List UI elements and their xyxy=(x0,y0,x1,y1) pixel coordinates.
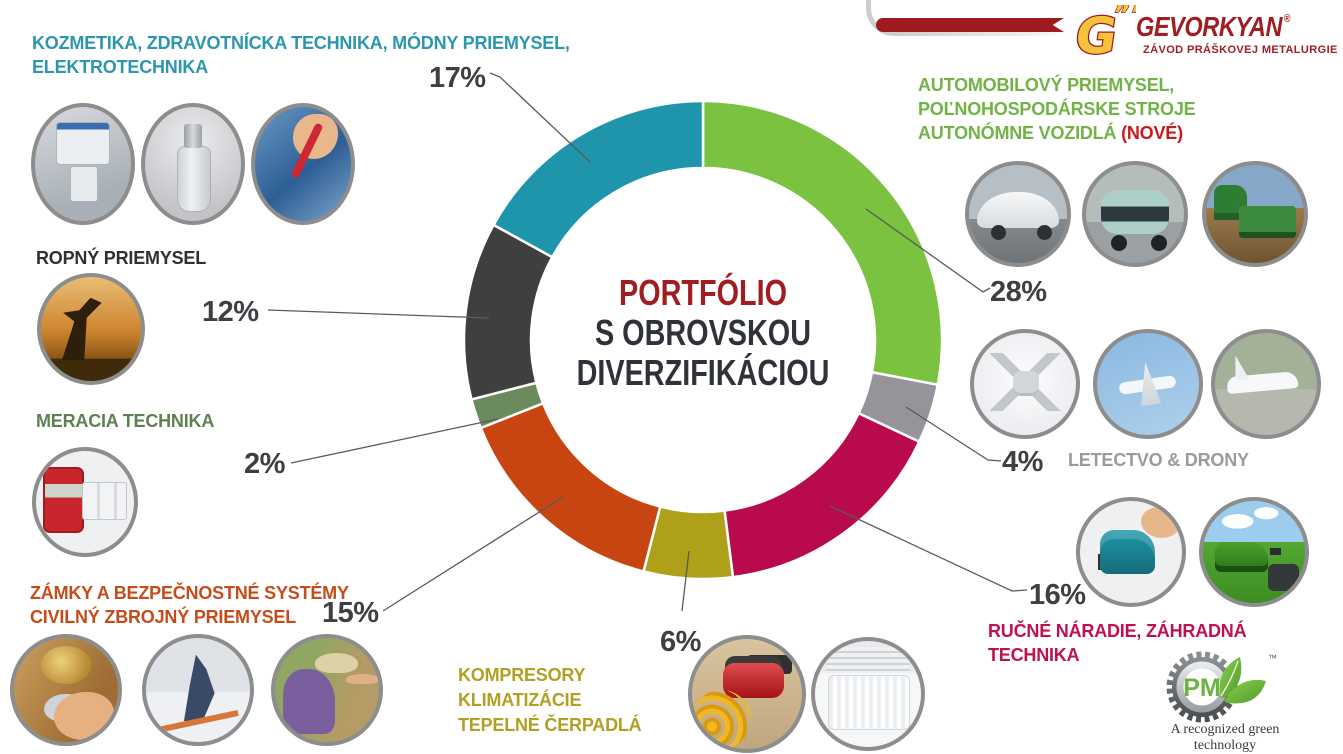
center-title-line3: DIVERZIFIKÁCIOU xyxy=(576,352,830,393)
category-label-compressors: KOMPRESORY KLIMATIZÁCIE TEPELNÉ ČERPADLÁ xyxy=(458,665,642,735)
brand-swoosh-bar xyxy=(876,18,1064,32)
photo-drone xyxy=(970,329,1080,439)
pm-green-technology-logo: PM ™ xyxy=(1166,651,1277,723)
center-title-line1: PORTFÓLIO xyxy=(619,272,787,313)
leader-17 xyxy=(489,72,591,163)
photo-biathlon-shooter xyxy=(142,634,254,746)
leader-15 xyxy=(382,496,564,612)
photo-electronics-wiring xyxy=(251,103,355,225)
registered-mark-icon: ® xyxy=(1283,13,1291,25)
leader-12 xyxy=(267,309,490,319)
pct-label-automotive: 28% xyxy=(990,276,1047,308)
category-label-oil: ROPNÝ PRIEMYSEL xyxy=(36,248,207,268)
pct-label-cosmetics: 17% xyxy=(429,62,486,94)
category-label-measuring: MERACIA TECHNIKA xyxy=(36,411,215,431)
pct-label-locks: 15% xyxy=(322,597,379,629)
category-label-cosmetics: KOZMETIKA, ZDRAVOTNÍCKA TECHNIKA, MÓDNY … xyxy=(32,33,570,77)
brand-swoosh-underline xyxy=(893,31,1069,36)
photo-small-plane xyxy=(1211,329,1321,439)
category-label-tools: RUČNÉ NÁRADIE, ZÁHRADNÁ TECHNIKA xyxy=(988,621,1247,665)
leader-4 xyxy=(905,406,1002,462)
brand-wordmark: GEVORKYAN ® xyxy=(1136,11,1291,42)
trademark-icon: ™ xyxy=(1268,653,1277,663)
category-label-locks: ZÁMKY A BEZPEČNOSTNÉ SYSTÉMY CIVILNÝ ZBR… xyxy=(30,583,349,627)
pct-label-compressors: 6% xyxy=(660,626,701,658)
pm-initials: PM xyxy=(1183,674,1221,702)
leader-2 xyxy=(290,418,499,464)
photo-jigsaw-tool xyxy=(1076,497,1186,607)
gmark-letter: G xyxy=(1072,6,1121,63)
donut-segment-0 xyxy=(701,99,944,387)
photo-oil-pumpjack xyxy=(37,273,145,385)
category-label-automotive: AUTOMOBILOVÝ PRIEMYSEL, POĽNOHOSPODÁRSKE… xyxy=(918,75,1196,143)
new-badge: (NOVÉ) xyxy=(1121,123,1183,143)
pct-label-measuring: 2% xyxy=(244,448,285,480)
donut-segment-7 xyxy=(492,99,705,259)
gevorkyan-logo-icon: G ”” xyxy=(1070,5,1136,63)
center-title-line2: S OBROVSKOU xyxy=(594,312,812,353)
photo-medical-device xyxy=(31,103,135,225)
brand-swoosh-corner xyxy=(866,0,897,36)
photo-airliner xyxy=(1093,329,1203,439)
photo-perfume-bottle xyxy=(141,103,245,225)
category-label-aviation: LETECTVO & DRONY xyxy=(1068,450,1249,470)
brand-tagline: ZÁVOD PRÁŠKOVEJ METALURGIE xyxy=(1143,44,1338,56)
leaf-icon xyxy=(1219,657,1266,704)
photo-air-conditioner xyxy=(811,637,925,751)
photo-air-compressor xyxy=(688,635,806,753)
leader-16 xyxy=(829,505,1028,592)
photo-key-in-lock xyxy=(10,634,122,746)
photo-autonomous-shuttle xyxy=(1082,161,1188,267)
photo-lawnmower xyxy=(1199,497,1309,607)
leader-6 xyxy=(681,550,690,612)
photo-multimeter xyxy=(32,447,138,557)
pm-caption: A recognized green technology xyxy=(1170,722,1280,753)
pct-label-tools: 16% xyxy=(1029,579,1086,611)
chart-center-title: PORTFÓLIO S OBROVSKOU DIVERZIFIKÁCIOU xyxy=(503,273,903,393)
leader-28 xyxy=(865,208,991,293)
pct-label-aviation: 4% xyxy=(1002,446,1043,478)
photo-suv-car xyxy=(965,161,1071,267)
photo-tractor-seeder xyxy=(1202,161,1308,267)
pct-label-oil: 12% xyxy=(202,296,259,328)
photo-pistol-shooting xyxy=(271,634,383,746)
gmark-quotes: ”” xyxy=(1110,5,1136,30)
